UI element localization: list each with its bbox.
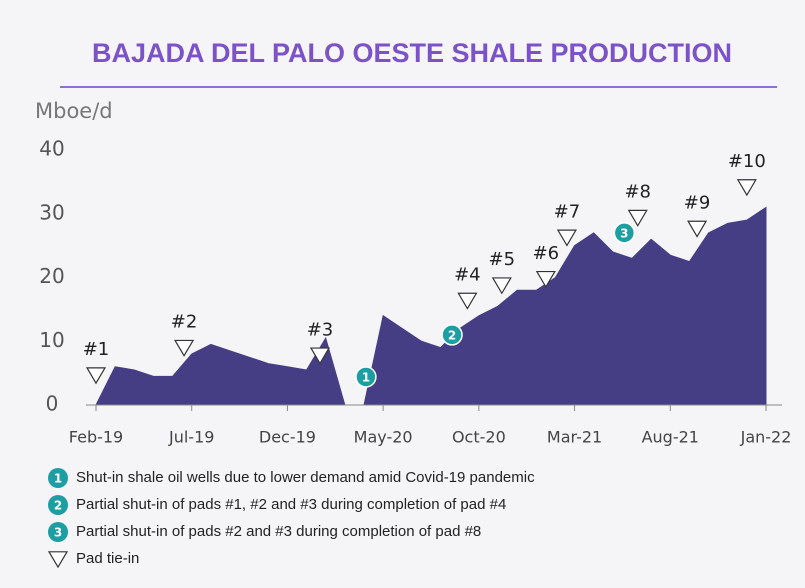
pad-label: #8 bbox=[624, 182, 651, 203]
note-marker-label: 3 bbox=[54, 526, 62, 540]
note-marker bbox=[48, 522, 68, 542]
x-tick-label: Oct-20 bbox=[452, 428, 506, 447]
y-axis-label: Mboe/d bbox=[35, 99, 113, 123]
x-tick-label: Mar-21 bbox=[547, 428, 602, 447]
event-marker bbox=[355, 366, 377, 388]
x-tick-label: Jan-22 bbox=[740, 428, 792, 447]
note-text: Partial shut-in of pads #2 and #3 during… bbox=[76, 523, 481, 540]
x-tick-label: Feb-19 bbox=[69, 428, 123, 447]
event-marker bbox=[441, 324, 463, 346]
event-label: 3 bbox=[620, 226, 628, 240]
x-tick-label: Dec-19 bbox=[259, 428, 316, 447]
pad-label: #7 bbox=[554, 201, 581, 222]
chart-title: BAJADA DEL PALO OESTE SHALE PRODUCTION bbox=[92, 38, 732, 68]
pad-marker bbox=[309, 347, 331, 365]
pad-marker bbox=[535, 270, 556, 289]
y-tick-label: 40 bbox=[39, 137, 64, 161]
pad-label: #9 bbox=[684, 192, 711, 213]
note-marker-label: 1 bbox=[54, 472, 62, 486]
pad-label: #1 bbox=[83, 339, 110, 360]
note-text: Partial shut-in of pads #1, #2 and #3 du… bbox=[76, 496, 506, 513]
note-marker-label: 2 bbox=[54, 499, 62, 513]
event-label: 1 bbox=[362, 370, 370, 384]
event-label: 2 bbox=[448, 328, 456, 342]
note-marker bbox=[48, 495, 68, 515]
pad-label: #5 bbox=[489, 249, 516, 270]
pad-label: #10 bbox=[728, 151, 766, 172]
y-tick-label: 20 bbox=[39, 264, 64, 288]
pad-marker bbox=[687, 220, 708, 238]
y-tick-label: 10 bbox=[39, 328, 64, 352]
pad-marker bbox=[174, 339, 195, 357]
pad-marker bbox=[627, 209, 648, 227]
x-tick-label: Aug-21 bbox=[642, 428, 699, 447]
event-marker bbox=[613, 222, 636, 244]
x-tick-label: May-20 bbox=[354, 428, 413, 447]
pad-label: #4 bbox=[454, 264, 481, 285]
pad-label: #6 bbox=[533, 243, 560, 264]
note-triangle bbox=[47, 551, 69, 569]
note-text: Shut-in shale oil wells due to lower dem… bbox=[76, 469, 535, 486]
pad-label: #3 bbox=[307, 319, 334, 340]
y-tick-label: 30 bbox=[39, 200, 64, 224]
pad-marker bbox=[85, 367, 107, 385]
pad-marker bbox=[457, 292, 478, 310]
pad-marker bbox=[736, 179, 757, 197]
note-text: Pad tie-in bbox=[76, 550, 139, 567]
x-tick-label: Jul-19 bbox=[168, 428, 214, 447]
pad-label: #2 bbox=[171, 312, 198, 333]
pad-marker bbox=[556, 229, 577, 247]
y-tick-label: 0 bbox=[46, 392, 59, 416]
pad-marker bbox=[491, 277, 512, 295]
note-marker bbox=[48, 468, 68, 488]
